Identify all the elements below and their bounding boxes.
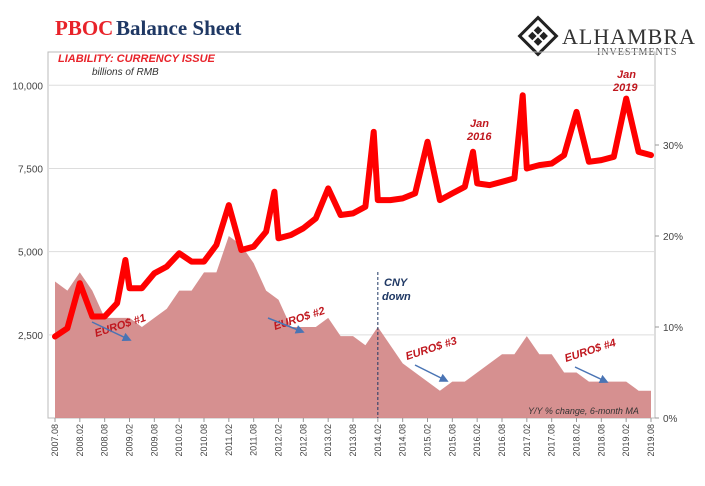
x-tick-label: 2019.02 <box>621 424 631 457</box>
logo-name: ALHAMBRA <box>562 24 696 49</box>
jan2016-line2: 2016 <box>466 131 492 143</box>
x-tick-label: 2018.08 <box>596 424 606 457</box>
x-tick-label: 2014.02 <box>373 424 383 457</box>
jan2019-line2: 2019 <box>612 82 638 94</box>
x-tick-label: 2015.08 <box>447 424 457 457</box>
jan2016-line1: Jan <box>470 118 489 130</box>
x-tick-label: 2018.02 <box>572 424 582 457</box>
x-tick-label: 2007.08 <box>50 424 60 457</box>
x-tick-label: 2013.02 <box>323 424 333 457</box>
x-tick-label: 2014.08 <box>398 424 408 457</box>
left-tick-label: 7,500 <box>18 164 43 175</box>
euro-arrow-3 <box>414 364 449 382</box>
yoy-area <box>55 236 651 418</box>
euro-annotation-3: EURO$ #3 <box>404 335 458 363</box>
x-tick-label: 2009.02 <box>125 424 135 457</box>
left-axis-ticks: 2,500 5,000 7,500 10,000 <box>12 81 43 342</box>
right-tick-label: 0% <box>663 414 678 425</box>
unit-label: billions of RMB <box>92 67 159 78</box>
x-tick-label: 2010.02 <box>174 424 184 457</box>
logo-diamond-icon <box>517 15 559 57</box>
x-tick-label: 2009.08 <box>149 424 159 457</box>
yoy-area-path <box>55 236 651 418</box>
right-tick-label: 20% <box>663 232 683 243</box>
x-tick-label: 2016.08 <box>497 424 507 457</box>
right-tick-label: 10% <box>663 323 683 334</box>
x-tick-label: 2011.02 <box>224 424 234 456</box>
euro-arrow-4 <box>574 366 609 384</box>
x-axis-ticks: 2007.08 2008.02 2008.08 2009.02 2009.08 2010.… <box>50 418 656 457</box>
x-tick-label: 2019.08 <box>646 424 656 457</box>
secondary-axis-label: Y/Y % change, 6-month MA <box>528 406 639 416</box>
chart-title-pboc: PBOC <box>55 16 113 40</box>
euro-arrow-1 <box>91 321 132 341</box>
x-tick-label: 2017.08 <box>547 424 557 457</box>
x-tick-label: 2012.02 <box>274 424 284 457</box>
level-line-path <box>52 92 654 340</box>
x-tick-label: 2016.02 <box>472 424 482 457</box>
euro-arrow-2 <box>267 317 305 334</box>
series-label: LIABILITY: CURRENCY ISSUE <box>58 53 216 65</box>
cny-annotation-1: CNY <box>384 277 409 289</box>
x-tick-label: 2008.08 <box>100 424 110 457</box>
level-line <box>52 92 654 340</box>
x-tick-label: 2017.02 <box>522 424 532 457</box>
euro-annotation-4: EURO$ #4 <box>563 337 617 365</box>
x-tick-label: 2013.08 <box>348 424 358 457</box>
x-tick-label: 2010.08 <box>199 424 209 457</box>
right-tick-label: 30% <box>663 141 683 152</box>
cny-annotation-2: down <box>382 291 411 303</box>
left-tick-label: 10,000 <box>12 81 43 92</box>
x-tick-label: 2011.08 <box>249 424 259 456</box>
x-tick-label: 2012.08 <box>298 424 308 457</box>
chart-title-rest: Balance Sheet <box>116 16 241 40</box>
left-tick-label: 2,500 <box>18 331 43 342</box>
x-tick-label: 2008.02 <box>75 424 85 457</box>
left-tick-label: 5,000 <box>18 248 43 259</box>
gridlines <box>48 84 655 336</box>
jan2019-line1: Jan <box>617 69 636 81</box>
right-axis-ticks: 0% 10% 20% 30% <box>655 141 683 425</box>
x-tick-label: 2015.02 <box>423 424 433 457</box>
